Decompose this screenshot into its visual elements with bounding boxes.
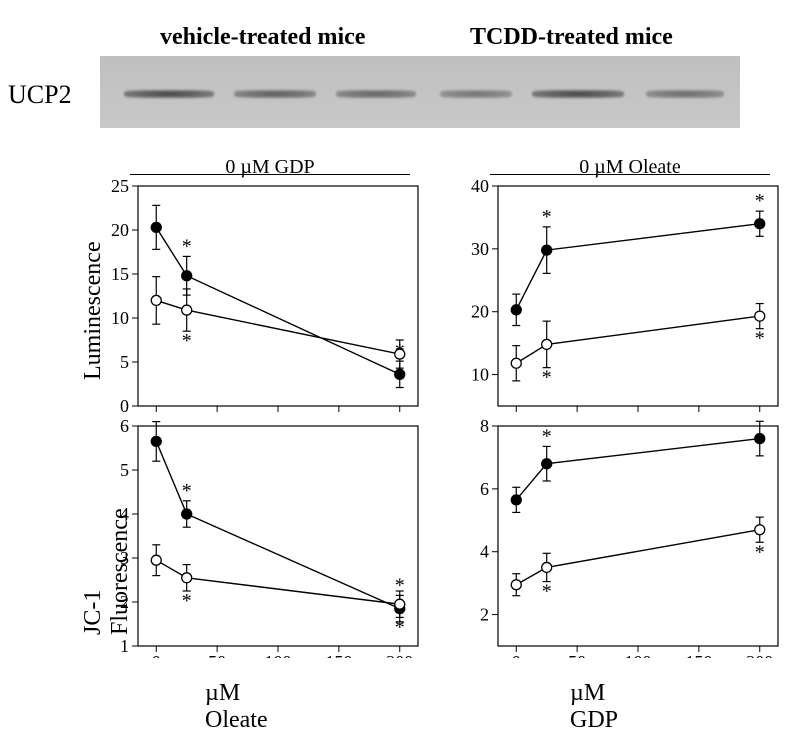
y-tick-label: 6 — [480, 479, 489, 499]
data-marker — [542, 459, 552, 469]
blot-band — [440, 90, 512, 98]
label-vehicle: vehicle-treated mice — [160, 24, 365, 51]
blot-band — [234, 90, 316, 98]
x-tick-label: 100 — [625, 652, 652, 658]
significance-marker: * — [755, 418, 765, 422]
ylabel-jc1: JC-1 Fluorescence — [80, 508, 134, 635]
plot-frame — [498, 186, 778, 406]
x-tick-label: 100 — [265, 652, 292, 658]
data-marker — [542, 562, 552, 572]
data-marker — [755, 525, 765, 535]
series-line — [156, 441, 399, 608]
y-tick-label: 10 — [471, 365, 489, 385]
blot-band — [336, 90, 416, 98]
y-tick-label: 20 — [471, 302, 489, 322]
plot-frame — [498, 426, 778, 646]
blot-band — [646, 90, 724, 98]
x-tick-label: 0 — [512, 652, 521, 658]
x-tick-label: 200 — [386, 652, 413, 658]
figure-root: vehicle-treated mice TCDD-treated mice U… — [0, 0, 800, 738]
data-marker — [755, 434, 765, 444]
blot-row-label: UCP2 — [8, 80, 72, 110]
y-tick-label: 5 — [120, 460, 129, 480]
x-tick-label: 200 — [746, 652, 773, 658]
data-marker — [151, 436, 161, 446]
significance-marker: * — [182, 330, 192, 352]
x-tick-label: 150 — [685, 652, 712, 658]
x-tick-label: 150 — [325, 652, 352, 658]
significance-marker: * — [755, 541, 765, 563]
significance-marker: * — [542, 367, 552, 389]
western-blot — [100, 56, 740, 128]
blot-band — [124, 90, 214, 98]
plot-frame — [138, 186, 418, 406]
series-line — [516, 530, 759, 585]
y-tick-label: 40 — [471, 178, 489, 196]
significance-marker: * — [395, 616, 405, 638]
significance-marker: * — [755, 190, 765, 212]
ylabel-luminescence: Luminescence — [80, 241, 107, 380]
y-tick-label: 25 — [111, 178, 129, 196]
significance-marker: * — [542, 425, 552, 447]
data-marker — [182, 509, 192, 519]
data-marker — [182, 305, 192, 315]
data-marker — [151, 555, 161, 565]
y-tick-label: 4 — [480, 542, 489, 562]
data-marker — [395, 599, 405, 609]
significance-marker: * — [182, 480, 192, 502]
significance-marker: * — [182, 590, 192, 612]
y-tick-label: 6 — [120, 418, 129, 436]
data-marker — [511, 580, 521, 590]
chart-luminescence-gdp: 10 20 30 40 * * * * — [470, 178, 790, 418]
series-line — [156, 300, 399, 354]
data-marker — [542, 339, 552, 349]
y-tick-label: 10 — [111, 308, 129, 328]
data-marker — [542, 245, 552, 255]
significance-marker: * — [542, 206, 552, 228]
data-marker — [395, 349, 405, 359]
label-tcdd: TCDD-treated mice — [470, 24, 673, 51]
y-tick-label: 5 — [120, 352, 129, 372]
panel-title-right: 0 µM Oleate — [490, 156, 770, 179]
x-tick-label: 0 — [152, 652, 161, 658]
x-tick-label: 50 — [568, 652, 586, 658]
data-marker — [511, 358, 521, 368]
x-tick-label: 50 — [208, 652, 226, 658]
significance-marker: * — [395, 367, 405, 389]
panel-title-left-underline — [130, 174, 410, 175]
data-marker — [182, 271, 192, 281]
data-marker — [511, 305, 521, 315]
xlabel-gdp: µM GDP — [570, 680, 618, 734]
y-tick-label: 15 — [111, 264, 129, 284]
data-marker — [755, 311, 765, 321]
series-line — [516, 316, 759, 363]
data-marker — [151, 222, 161, 232]
y-tick-label: 0 — [120, 396, 129, 416]
y-tick-label: 30 — [471, 239, 489, 259]
y-tick-label: 1 — [120, 636, 129, 656]
y-tick-label: 2 — [480, 605, 489, 625]
y-tick-label: 20 — [111, 220, 129, 240]
chart-jc1-gdp: 2 4 6 8 0 50 100 150 200 * * * * — [470, 418, 790, 658]
significance-marker: * — [755, 328, 765, 350]
series-line — [516, 224, 759, 310]
chart-jc1-oleate: 123456050100150200**** — [110, 418, 430, 658]
series-line — [156, 560, 399, 604]
data-marker — [182, 573, 192, 583]
significance-marker: * — [182, 235, 192, 257]
plot-frame — [138, 426, 418, 646]
data-marker — [755, 219, 765, 229]
series-line — [156, 227, 399, 374]
panel-title-right-underline — [490, 174, 770, 175]
series-line — [516, 439, 759, 500]
panel-title-left: 0 µM GDP — [130, 156, 410, 179]
chart-luminescence-oleate: 0510152025**** — [110, 178, 430, 418]
blot-band — [532, 90, 624, 98]
xlabel-oleate: µM Oleate — [205, 680, 268, 734]
y-tick-label: 8 — [480, 418, 489, 436]
significance-marker: * — [542, 581, 552, 603]
data-marker — [511, 495, 521, 505]
data-marker — [151, 295, 161, 305]
